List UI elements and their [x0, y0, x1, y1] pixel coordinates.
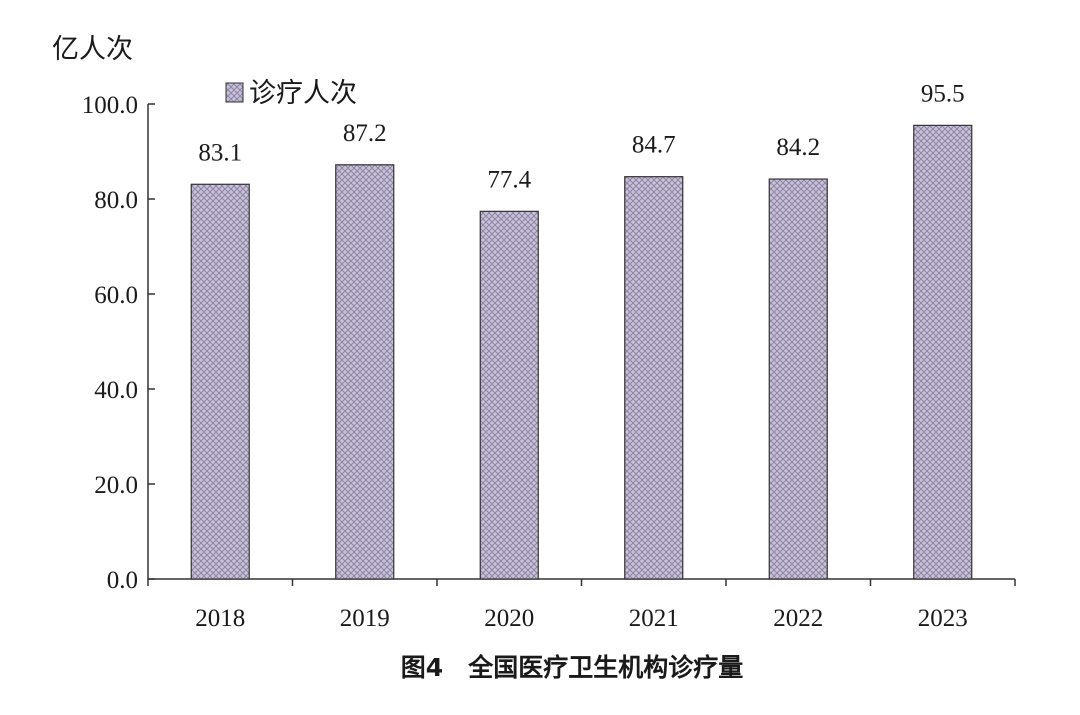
y-tick-label: 20.0	[94, 472, 138, 499]
y-axis-label: 亿人次	[52, 34, 133, 65]
legend: 诊疗人次	[225, 78, 357, 109]
bar-2023	[913, 124, 973, 580]
x-tick-label-2023: 2023	[918, 605, 968, 632]
value-label-2023: 95.5	[921, 80, 965, 107]
value-label-2019: 87.2	[343, 120, 387, 147]
x-tick-label-2018: 2018	[195, 605, 245, 632]
y-tick-label: 40.0	[94, 377, 138, 404]
y-tick-label: 0.0	[107, 567, 138, 594]
value-label-2022: 84.2	[776, 134, 820, 161]
bar-2020	[479, 210, 539, 580]
legend-swatch	[225, 82, 244, 103]
labels: 0.0 20.0 40.0 60.0 80.0 100.0 83.1 2018 87.2 2019…	[82, 80, 968, 632]
y-tick-label: 80.0	[94, 187, 138, 214]
bar-2021	[624, 176, 684, 580]
bar-2022	[768, 178, 828, 580]
chart-title: 图4 全国医疗卫生机构诊疗量	[401, 653, 743, 682]
x-tick-label-2019: 2019	[340, 605, 390, 632]
bars	[190, 124, 973, 580]
value-label-2018: 83.1	[198, 139, 242, 166]
x-tick-label-2022: 2022	[773, 605, 823, 632]
bar-2018	[190, 183, 250, 580]
x-tick-label-2021: 2021	[629, 605, 679, 632]
y-tick-label: 60.0	[94, 282, 138, 309]
bar-2019	[335, 164, 395, 580]
y-tick-label: 100.0	[82, 92, 138, 119]
legend-label: 诊疗人次	[249, 78, 357, 109]
value-label-2021: 84.7	[632, 132, 676, 159]
x-tick-label-2020: 2020	[484, 605, 534, 632]
value-label-2020: 77.4	[487, 166, 531, 193]
axes	[147, 103, 1016, 586]
